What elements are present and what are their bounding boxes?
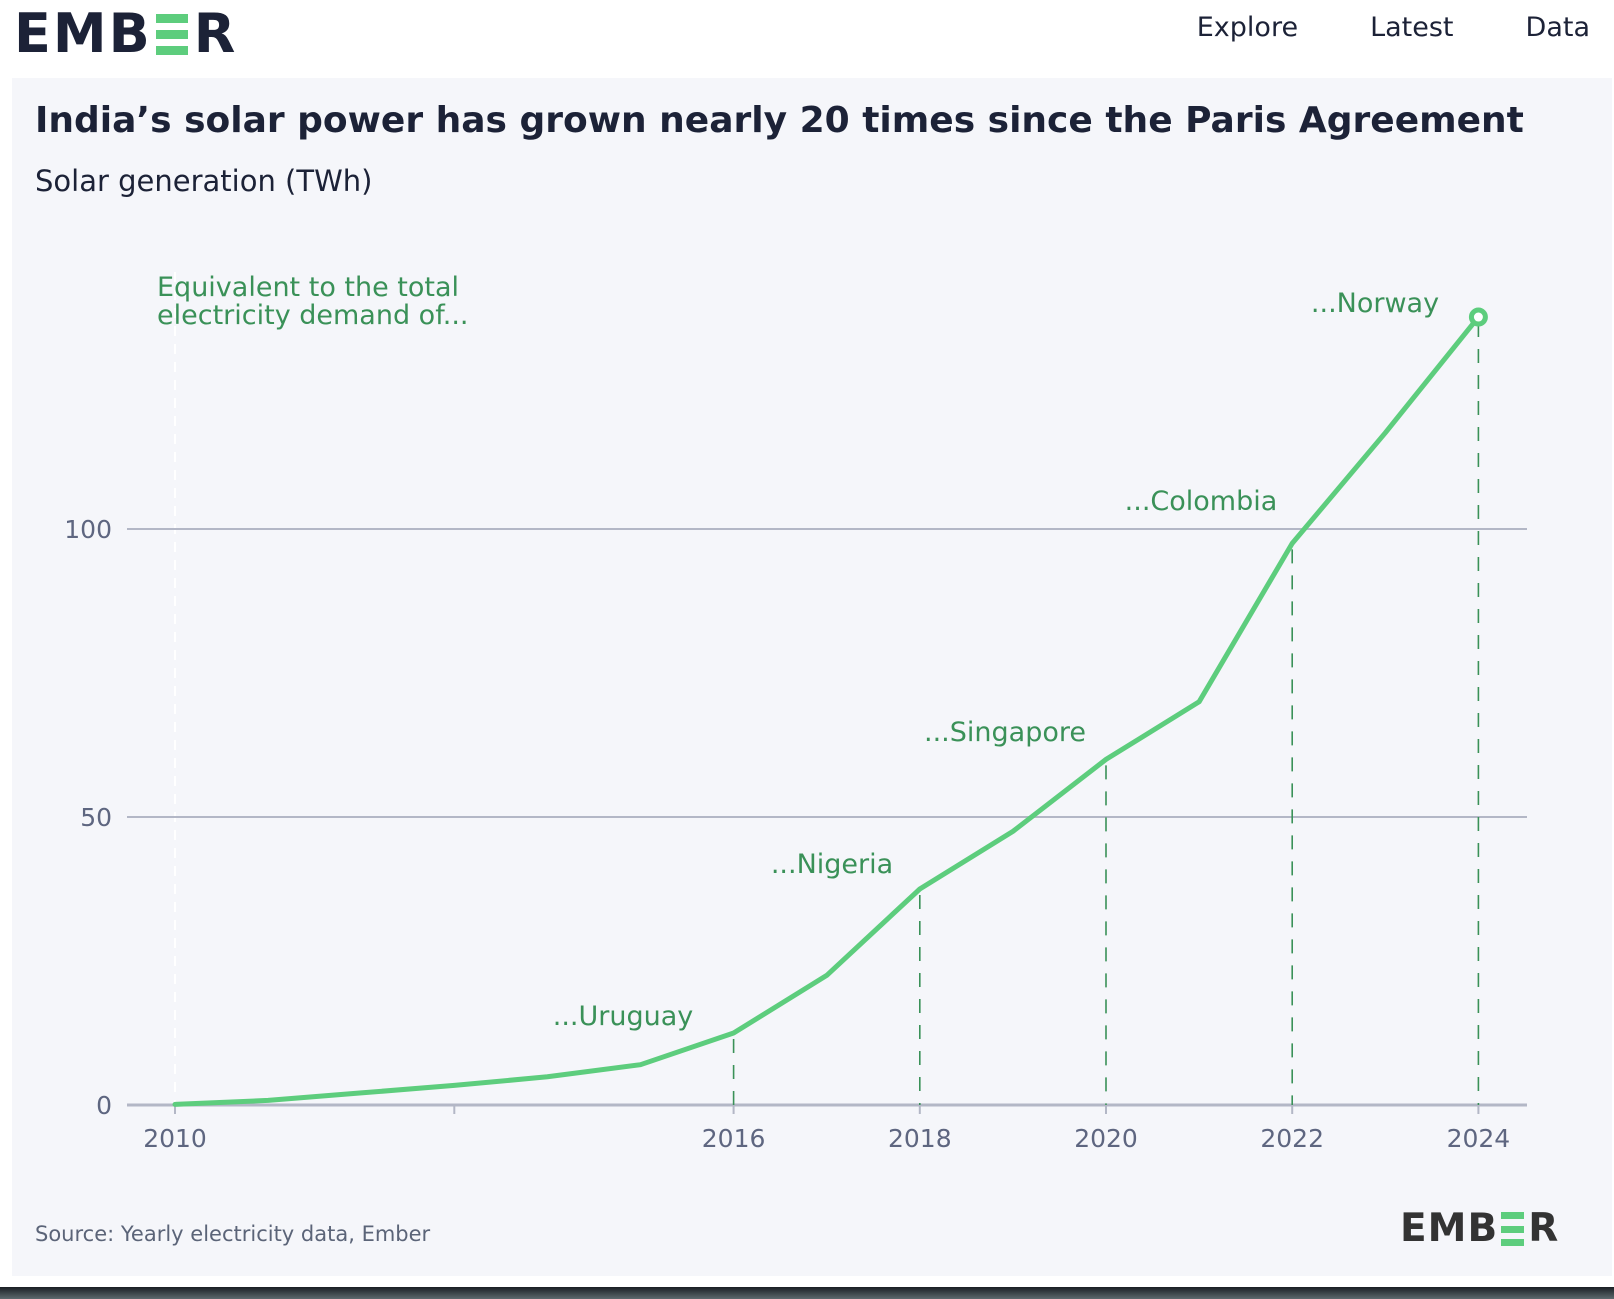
y-tick-label-0: 0 bbox=[96, 1091, 112, 1120]
window-bottom-edge bbox=[0, 1287, 1614, 1299]
source-note: Source: Yearly electricity data, Ember bbox=[35, 1222, 431, 1246]
main-nav: Explore Latest Data bbox=[1197, 12, 1590, 43]
x-tick-label-2020: 2020 bbox=[1074, 1124, 1138, 1153]
x-tick-label-2016: 2016 bbox=[702, 1124, 766, 1153]
chart-title: India’s solar power has grown nearly 20 … bbox=[35, 100, 1524, 141]
annotation-label-2022: ...Colombia bbox=[1125, 486, 1278, 517]
annotation-label-2016: ...Uruguay bbox=[553, 1001, 694, 1032]
nav-data[interactable]: Data bbox=[1525, 12, 1590, 43]
x-tick-label-2018: 2018 bbox=[888, 1124, 952, 1153]
x-tick-label-2024: 2024 bbox=[1447, 1124, 1511, 1153]
data-point-2024 bbox=[1468, 307, 1488, 327]
logo-e-bars-icon bbox=[155, 14, 188, 55]
logo-text-right: R bbox=[193, 2, 238, 65]
footer-logo-e-bars-icon bbox=[1501, 1212, 1525, 1246]
annotation-header-line-2: electricity demand of... bbox=[157, 300, 469, 331]
series-line-india-solar bbox=[172, 314, 1481, 1107]
footer-logo-text-right: R bbox=[1528, 1206, 1560, 1251]
annotation-label-2020: ...Singapore bbox=[924, 717, 1086, 748]
footer-ember-logo: EMB R bbox=[1400, 1208, 1559, 1250]
nav-explore[interactable]: Explore bbox=[1196, 12, 1299, 43]
ember-logo[interactable]: EMB R bbox=[14, 4, 237, 64]
y-tick-label-100: 100 bbox=[64, 515, 112, 544]
annotation-label-2024: ...Norway bbox=[1311, 288, 1439, 319]
annotation-header-line-1: Equivalent to the total bbox=[157, 272, 459, 303]
chart-card bbox=[12, 78, 1612, 1276]
logo-text-left: EMB bbox=[14, 2, 152, 65]
y-tick-label-50: 50 bbox=[80, 803, 112, 832]
x-tick-label-2010: 2010 bbox=[143, 1124, 207, 1153]
annotation-label-2018: ...Nigeria bbox=[771, 849, 893, 880]
chart-subtitle: Solar generation (TWh) bbox=[35, 164, 373, 198]
x-tick-label-2022: 2022 bbox=[1260, 1124, 1324, 1153]
footer-logo-text-left: EMB bbox=[1400, 1206, 1499, 1251]
nav-latest[interactable]: Latest bbox=[1370, 12, 1454, 43]
top-navigation-bar: EMB R Explore Latest Data bbox=[0, 0, 1614, 76]
